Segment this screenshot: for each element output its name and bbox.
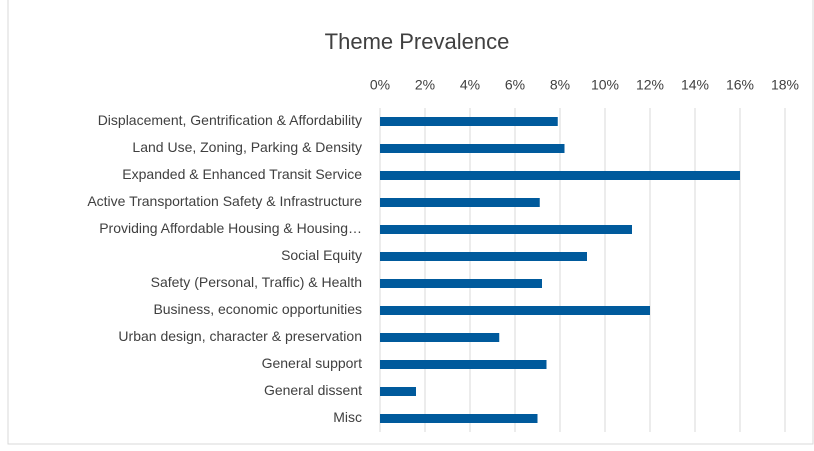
y-tick-label: General dissent <box>264 382 362 398</box>
x-tick-label: 10% <box>591 77 619 93</box>
y-tick-label: Displacement, Gentrification & Affordabi… <box>98 112 362 128</box>
bar <box>380 144 565 153</box>
x-tick-label: 0% <box>370 77 390 93</box>
y-tick-label: Urban design, character & preservation <box>118 328 362 344</box>
y-tick-label: Business, economic opportunities <box>153 301 362 317</box>
chart-title: Theme Prevalence <box>325 29 510 54</box>
bar <box>380 252 587 261</box>
bar <box>380 117 558 126</box>
x-tick-label: 8% <box>550 77 570 93</box>
bar <box>380 171 740 180</box>
y-tick-label: Providing Affordable Housing & Housing… <box>99 220 362 236</box>
bar <box>380 225 632 234</box>
bar <box>380 306 650 315</box>
bar <box>380 414 538 423</box>
y-tick-label: General support <box>262 355 363 371</box>
x-tick-label: 12% <box>636 77 664 93</box>
y-tick-label: Land Use, Zoning, Parking & Density <box>132 139 362 155</box>
bar <box>380 333 500 342</box>
chart-border <box>7 0 814 445</box>
y-tick-label: Misc <box>333 409 362 425</box>
x-tick-label: 6% <box>505 77 525 93</box>
x-tick-label: 14% <box>681 77 709 93</box>
bar <box>380 360 547 369</box>
y-tick-label: Safety (Personal, Traffic) & Health <box>151 274 362 290</box>
bar <box>380 387 416 396</box>
x-tick-label: 4% <box>460 77 480 93</box>
y-tick-label: Social Equity <box>281 247 362 263</box>
x-tick-label: 2% <box>415 77 435 93</box>
y-tick-label: Expanded & Enhanced Transit Service <box>122 166 362 182</box>
x-tick-label: 16% <box>726 77 754 93</box>
x-tick-label: 18% <box>771 77 799 93</box>
bar <box>380 279 542 288</box>
y-tick-label: Active Transportation Safety & Infrastru… <box>87 193 362 209</box>
bar <box>380 198 540 207</box>
